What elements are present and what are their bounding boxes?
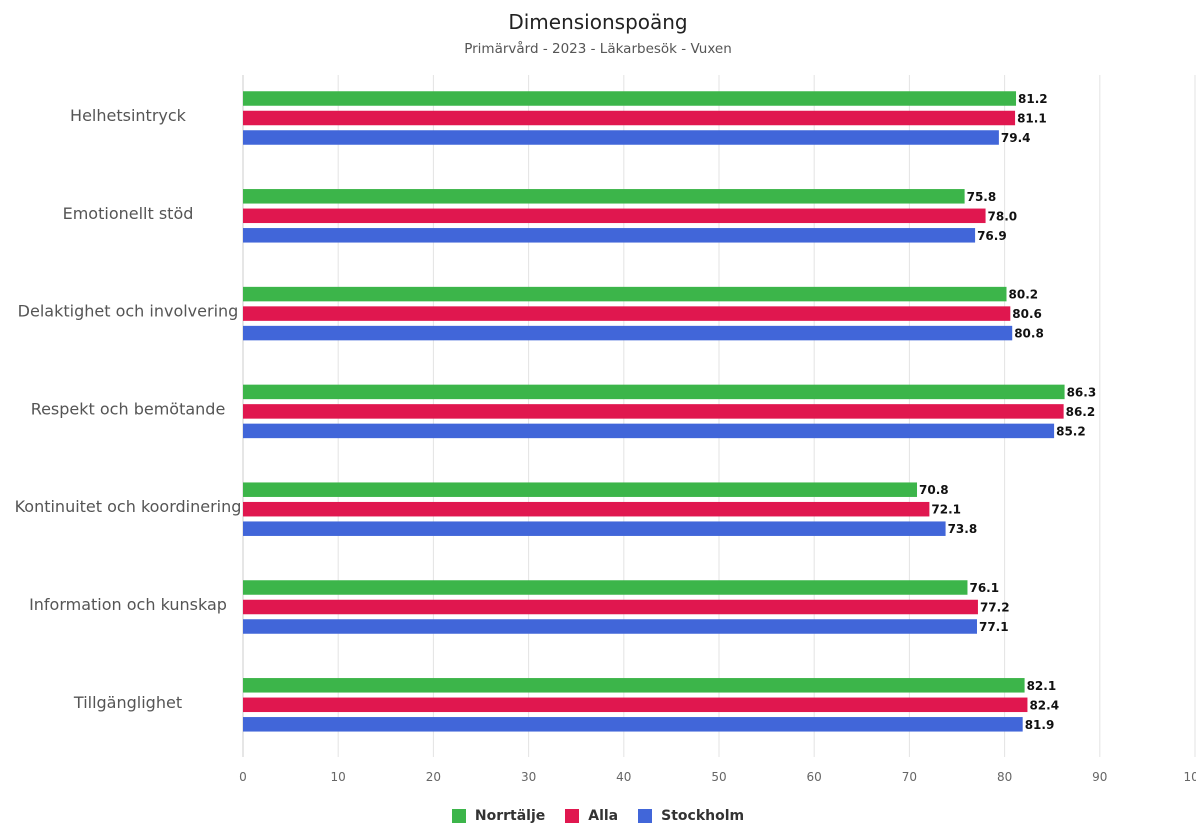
data-label: 85.2: [1056, 424, 1086, 438]
data-label: 80.8: [1014, 327, 1044, 341]
bar: [243, 717, 1023, 732]
data-label: 79.4: [1001, 131, 1031, 145]
legend-swatch: [638, 809, 653, 823]
data-label: 76.1: [969, 581, 999, 595]
category-label: Helhetsintryck: [70, 106, 187, 125]
x-tick-label: 0: [239, 770, 247, 784]
legend-item[interactable]: Norrtälje: [451, 808, 546, 824]
category-label: Emotionellt stöd: [63, 204, 194, 223]
data-label: 78.0: [988, 209, 1018, 223]
bar: [243, 325, 1013, 341]
data-label: 82.4: [1029, 698, 1059, 712]
category-label: Kontinuitet och koordinering: [15, 497, 242, 516]
bar: [243, 384, 1065, 400]
x-tick-label: 100: [1184, 770, 1196, 784]
category-label: Delaktighet och involvering: [18, 302, 239, 321]
x-tick-label: 70: [902, 770, 917, 784]
data-label: 77.1: [979, 620, 1009, 634]
bar: [243, 404, 1064, 419]
bar: [243, 599, 978, 615]
data-label: 75.8: [967, 190, 997, 204]
data-label: 72.1: [931, 503, 961, 517]
chart-title: Dimensionspoäng: [508, 10, 688, 34]
bar: [243, 697, 1028, 713]
bar: [243, 501, 930, 517]
data-label: 76.9: [977, 229, 1007, 243]
bar-chart: 0 10 20 30 40 50 60 70 80 90 100 Helhetsintryck 81.2…: [15, 75, 1196, 784]
bar: [243, 619, 977, 634]
x-tick-label: 80: [997, 770, 1012, 784]
chart-subtitle: Primärvård - 2023 - Läkarbesök - Vuxen: [464, 41, 732, 57]
x-tick-label: 10: [331, 770, 346, 784]
bar: [243, 130, 999, 145]
data-label: 81.9: [1025, 718, 1055, 732]
bar: [243, 228, 976, 243]
bar: [243, 91, 1017, 106]
data-label: 80.2: [1009, 288, 1039, 302]
x-tick-label: 50: [711, 770, 726, 784]
data-label: 86.2: [1066, 405, 1096, 419]
data-label: 81.2: [1018, 92, 1048, 106]
legend-label: Norrtälje: [474, 808, 546, 824]
legend-swatch: [565, 809, 580, 823]
legend-item[interactable]: Alla: [565, 808, 618, 824]
bar: [243, 189, 965, 204]
bar: [243, 110, 1016, 126]
bar: [243, 208, 986, 224]
category-label: Tillgänglighet: [73, 693, 182, 712]
bar: [243, 580, 968, 595]
legend: Norrtälje Alla Stockholm: [0, 808, 1196, 824]
bar: [243, 678, 1025, 693]
legend-label: Alla: [588, 808, 619, 824]
bar: [243, 286, 1007, 302]
x-tick-label: 60: [807, 770, 822, 784]
bar: [243, 306, 1011, 321]
bar: [243, 423, 1055, 439]
data-label: 86.3: [1067, 385, 1097, 399]
data-label: 82.1: [1027, 679, 1057, 693]
x-tick-label: 40: [616, 770, 631, 784]
data-label: 81.1: [1017, 112, 1047, 126]
data-label: 77.2: [980, 601, 1010, 615]
x-tick-label: 30: [521, 770, 536, 784]
bar: [243, 482, 918, 497]
bar: [243, 521, 946, 536]
category-label: Respekt och bemötande: [31, 399, 226, 418]
legend-item[interactable]: Stockholm: [638, 808, 744, 824]
data-label: 70.8: [919, 483, 949, 497]
x-tick-label: 90: [1092, 770, 1107, 784]
data-label: 80.6: [1012, 307, 1042, 321]
category-label: Information och kunskap: [29, 595, 227, 614]
data-label: 73.8: [948, 522, 978, 536]
legend-swatch: [451, 809, 466, 823]
legend-label: Stockholm: [661, 808, 745, 824]
x-tick-label: 20: [426, 770, 441, 784]
